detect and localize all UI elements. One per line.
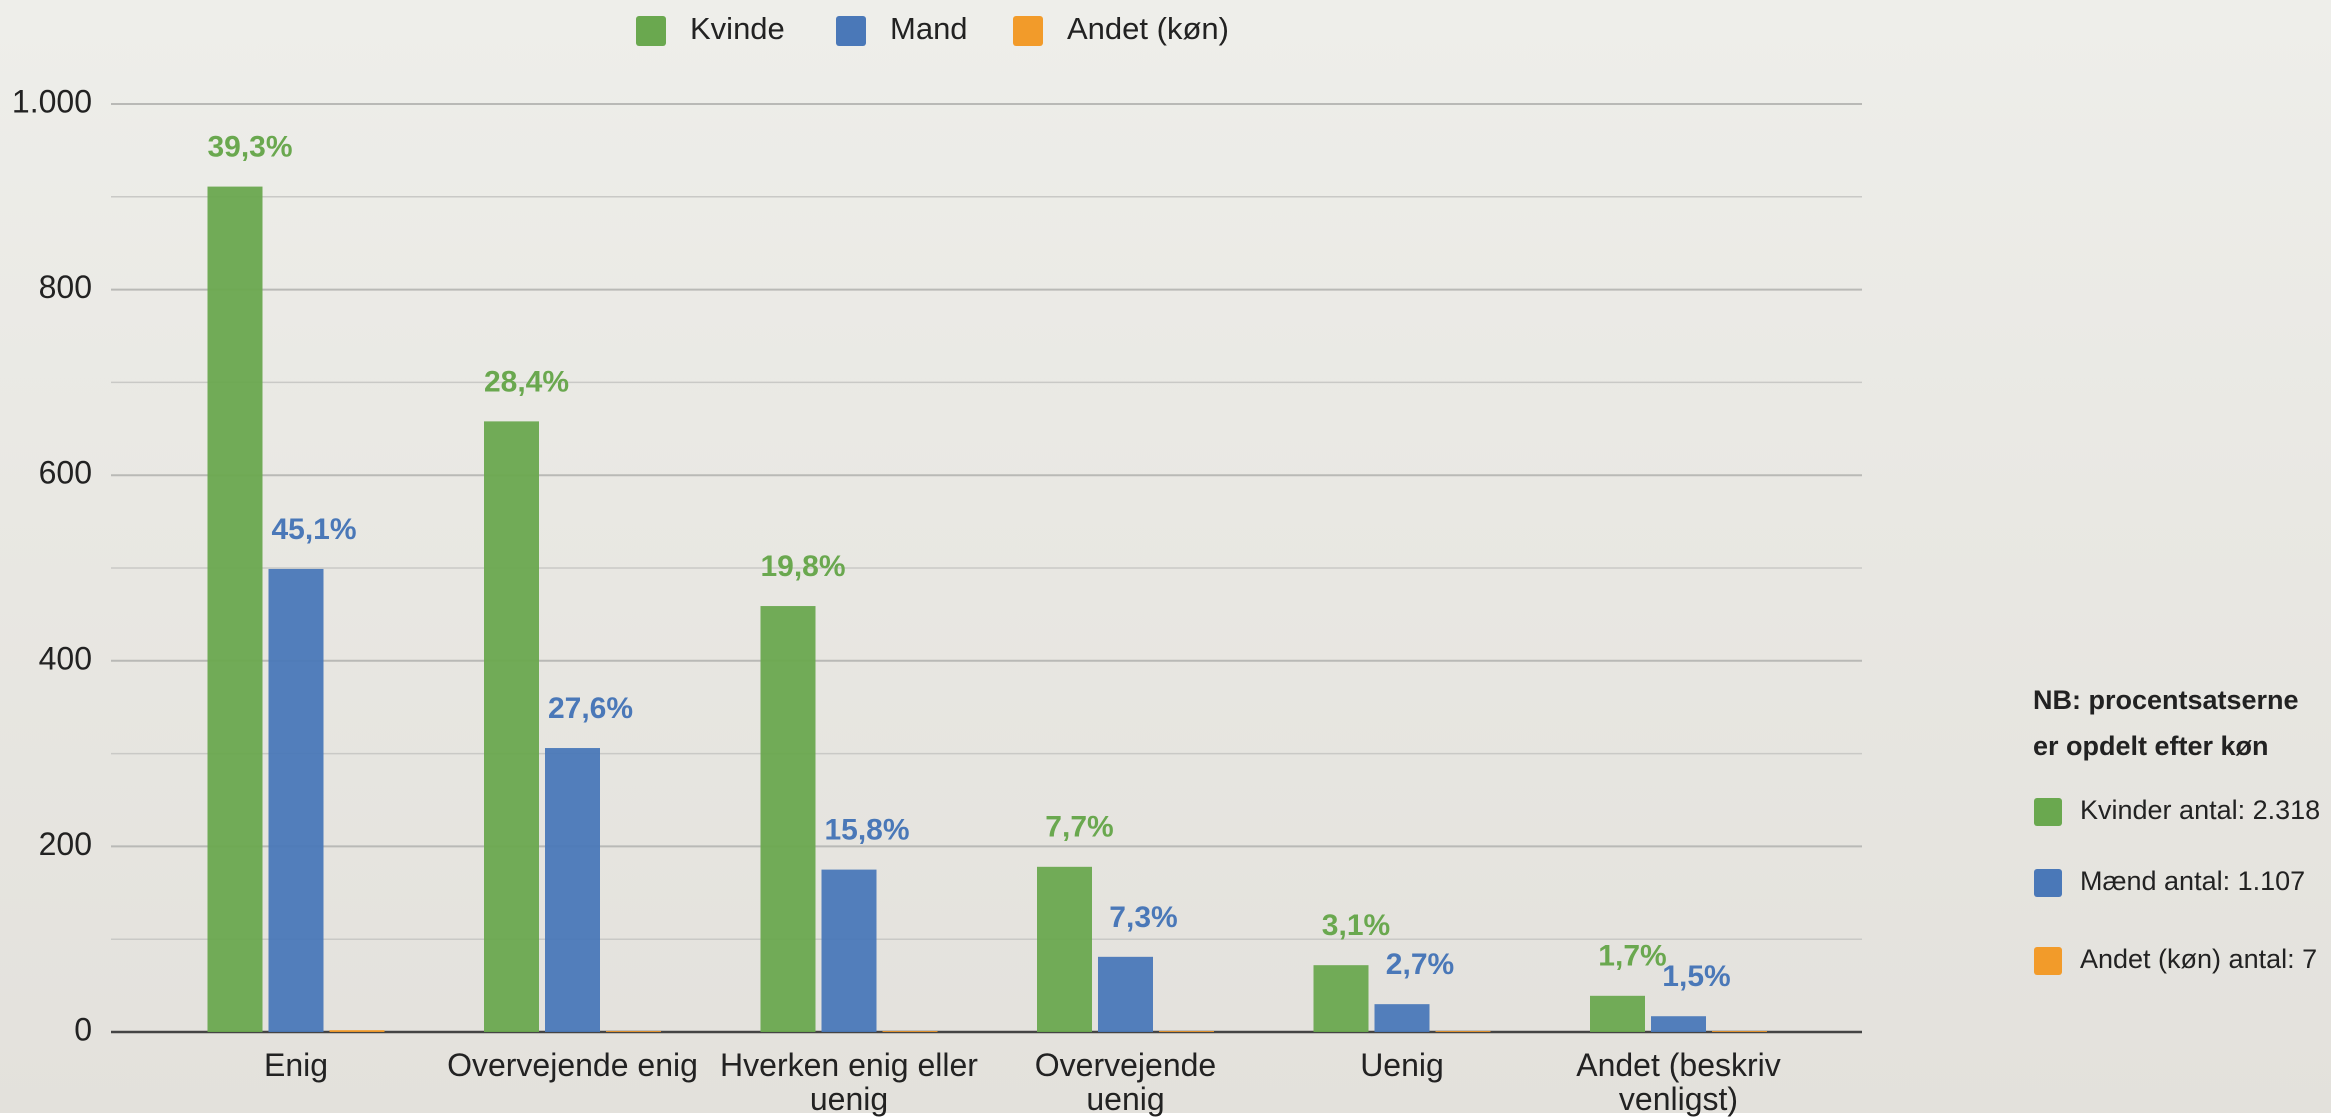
percent-label: 1,5% bbox=[1662, 960, 1730, 993]
bar bbox=[268, 568, 324, 1032]
note-item: Kvinder antal: 2.318 bbox=[2080, 795, 2320, 825]
y-tick-label: 1.000 bbox=[12, 83, 92, 119]
note-text: NB: procentsatserne bbox=[2033, 685, 2299, 715]
note-text: er opdelt efter køn bbox=[2033, 731, 2269, 761]
bar bbox=[329, 1030, 385, 1032]
percent-label: 39,3% bbox=[207, 131, 292, 164]
y-tick-label: 400 bbox=[39, 640, 92, 676]
bar bbox=[1313, 965, 1369, 1032]
bar bbox=[1159, 1031, 1214, 1032]
x-tick-label: Overvejende enig bbox=[447, 1047, 698, 1083]
x-tick-label: Andet (beskriv venligst) bbox=[1576, 1047, 1781, 1117]
bar bbox=[1651, 1016, 1706, 1032]
bar bbox=[606, 1031, 661, 1032]
x-tick-label: Enig bbox=[263, 1047, 329, 1083]
percent-label: 2,7% bbox=[1386, 948, 1454, 981]
note-item: Andet (køn) antal: 7 bbox=[2080, 944, 2317, 974]
legend-label: Kvinde bbox=[690, 11, 785, 46]
bar bbox=[1098, 956, 1153, 1032]
bar bbox=[207, 186, 263, 1033]
x-tick-label: Hverken enig eller uenig bbox=[720, 1047, 978, 1117]
bar bbox=[1712, 1031, 1767, 1032]
bar bbox=[821, 869, 877, 1032]
percent-label: 7,3% bbox=[1109, 901, 1177, 934]
x-tick-label: Uenig bbox=[1360, 1047, 1444, 1083]
bar bbox=[1590, 995, 1645, 1032]
legend-swatch bbox=[836, 16, 866, 46]
bar bbox=[1374, 1004, 1430, 1032]
bar bbox=[760, 606, 816, 1032]
x-tick-label: Overvejende uenig bbox=[1034, 1047, 1217, 1117]
percent-label: 19,8% bbox=[760, 550, 845, 583]
bar bbox=[545, 748, 600, 1032]
bar bbox=[1435, 1031, 1491, 1032]
note-swatch bbox=[2034, 869, 2062, 897]
bar bbox=[484, 421, 539, 1033]
bar bbox=[1037, 866, 1092, 1032]
note-swatch bbox=[2034, 947, 2062, 975]
note-swatch bbox=[2034, 798, 2062, 826]
percent-label: 45,1% bbox=[271, 513, 356, 546]
y-tick-label: 800 bbox=[39, 269, 92, 305]
y-tick-label: 200 bbox=[39, 826, 92, 862]
y-tick-label: 600 bbox=[39, 455, 92, 491]
percent-label: 3,1% bbox=[1322, 909, 1390, 942]
percent-label: 15,8% bbox=[824, 814, 909, 847]
bar bbox=[882, 1031, 938, 1032]
percent-label: 7,7% bbox=[1045, 811, 1113, 844]
legend-label: Mand bbox=[890, 11, 968, 46]
note-item: Mænd antal: 1.107 bbox=[2080, 866, 2305, 896]
legend-swatch bbox=[1013, 16, 1043, 46]
y-tick-label: 0 bbox=[74, 1011, 92, 1047]
percent-label: 1,7% bbox=[1598, 940, 1666, 973]
percent-label: 28,4% bbox=[484, 365, 569, 398]
legend-label: Andet (køn) bbox=[1067, 11, 1229, 46]
legend-swatch bbox=[636, 16, 666, 46]
percent-label: 27,6% bbox=[548, 692, 633, 725]
